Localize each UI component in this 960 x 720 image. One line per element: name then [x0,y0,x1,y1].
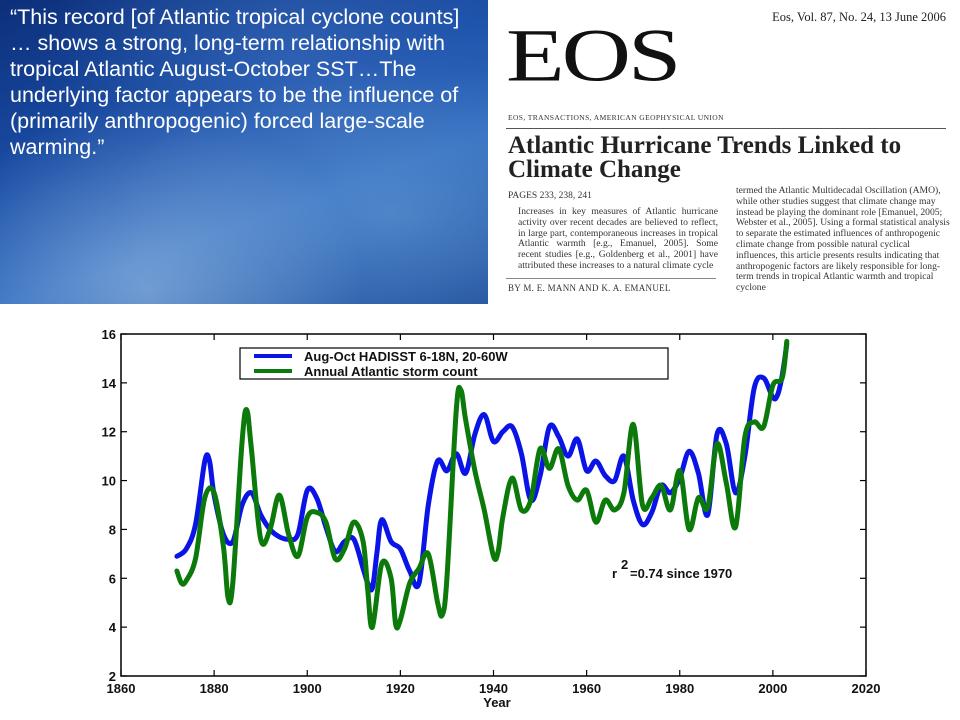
y-tick-label: 6 [109,571,116,586]
series-line-sst [174,341,790,593]
axes-group: 1860 1880 1900 1920 1940 1960 1980 2000 2020 2 4 6 8… [102,327,881,696]
r2-annotation: r 2 =0.74 since 1970 [612,557,732,581]
x-tick-label: 1860 [107,681,136,696]
annotation-symbol: r [612,566,617,581]
y-tick-label: 2 [109,669,116,684]
legend-label-sst: Aug-Oct HADISST 6-18N, 20-60W [304,349,508,364]
legend-box [239,347,669,380]
quote-panel: “This record [of Atlantic tropical cyclo… [0,0,488,304]
article-clipping: Eos, Vol. 87, No. 24, 13 June 2006 EOS E… [488,0,960,304]
x-axis-label: Year [483,695,510,710]
x-tick-label: 1940 [479,681,508,696]
legend: Aug-Oct HADISST 6-18N, 20-60W Annual Atl… [239,347,669,380]
y-tick-label: 8 [109,522,116,537]
article-column-2: termed the Atlantic Multidecadal Oscilla… [736,185,950,294]
authors-divider [506,278,716,279]
y-tick-label: 14 [102,376,117,391]
eos-logo: EOS [506,13,681,97]
header-divider [506,128,946,129]
journal-issue: Eos, Vol. 87, No. 24, 13 June 2006 [772,10,946,24]
series-group [174,338,790,631]
x-tick-label: 2020 [852,681,881,696]
article-pages: PAGES 233, 238, 241 [508,191,592,201]
y-tick-label: 4 [109,620,117,635]
journal-subtitle: EOS, TRANSACTIONS, AMERICAN GEOPHYSICAL … [508,113,724,122]
annotation-superscript: 2 [621,557,628,572]
x-tick-label: 1980 [665,681,694,696]
y-tick-label: 16 [102,327,116,342]
series-line-storm-count [174,338,790,631]
x-tick-label: 2000 [758,681,787,696]
y-tick-label: 10 [102,474,116,489]
legend-label-storms: Annual Atlantic storm count [304,364,478,379]
y-tick-label: 12 [102,425,116,440]
annotation-text: =0.74 since 1970 [630,566,732,581]
x-tick-label: 1880 [200,681,229,696]
article-title: Atlantic Hurricane Trends Linked to Clim… [508,132,902,183]
x-tick-label: 1960 [572,681,601,696]
x-tick-label: 1920 [386,681,415,696]
hurricane-sst-chart: 1860 1880 1900 1920 1940 1960 1980 2000 2020 2 4 6 8… [102,327,881,710]
quote-text: “This record [of Atlantic tropical cyclo… [10,5,460,159]
article-column-1: Increases in key measures of Atlantic hu… [518,206,718,271]
article-authors: BY M. E. MANN AND K. A. EMANUEL [508,283,671,293]
x-tick-label: 1900 [293,681,322,696]
